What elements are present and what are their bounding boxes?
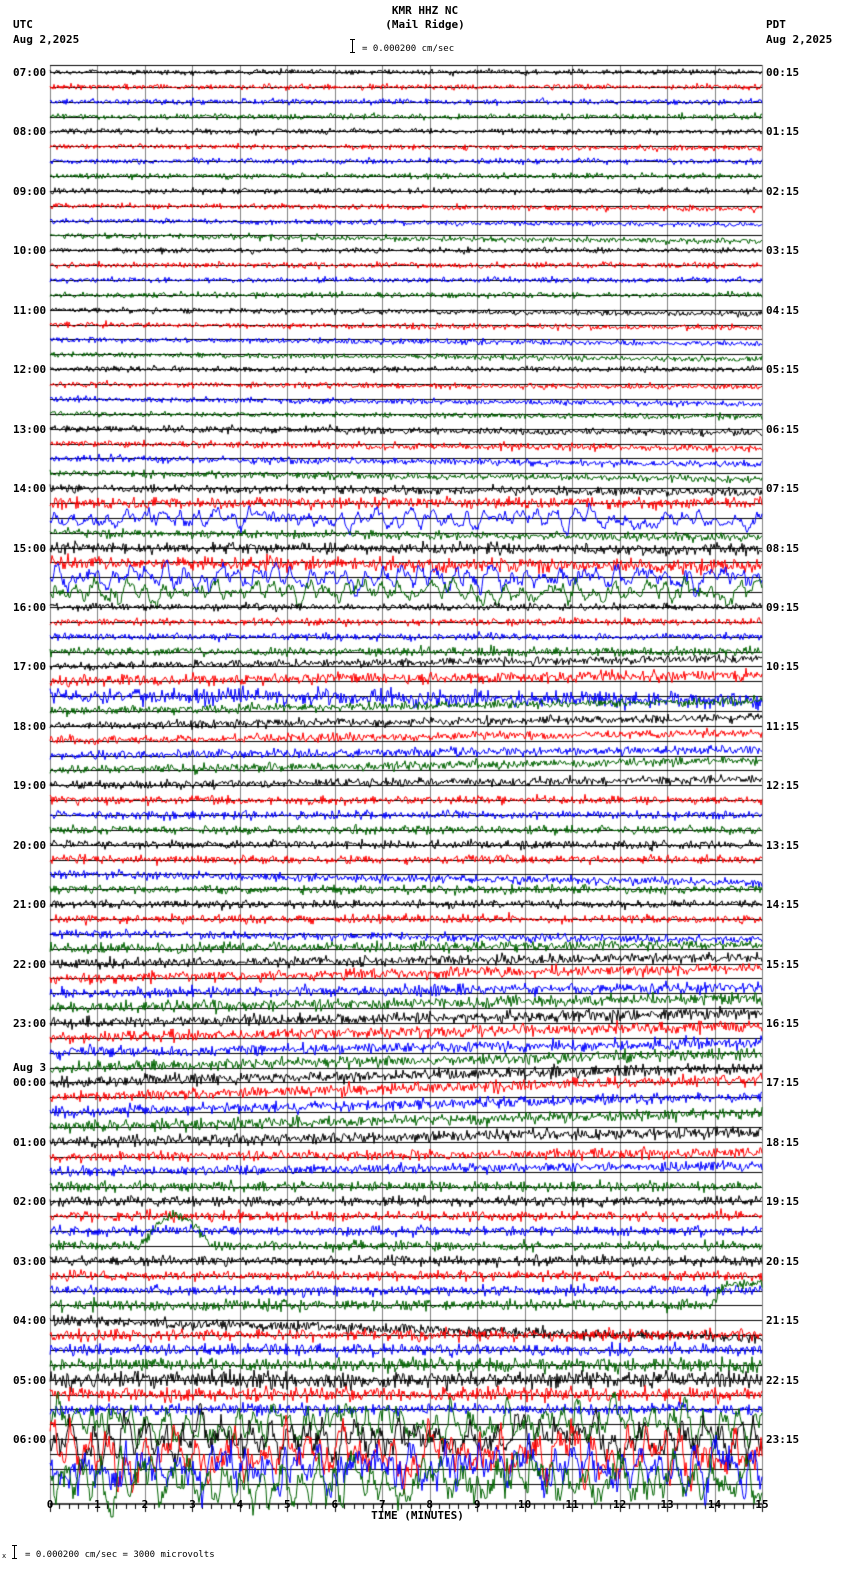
utc-hour-label: 00:00: [13, 1076, 47, 1090]
pdt-hour-label: 04:15: [766, 303, 800, 317]
pdt-hour-label: 20:15: [766, 1254, 800, 1268]
x-tick-label: 5: [284, 1498, 291, 1511]
utc-hour-label: 04:00: [13, 1314, 47, 1328]
x-tick-label: 6: [331, 1498, 339, 1511]
pdt-hour-label: 12:15: [766, 779, 800, 793]
utc-hour-label: 12:00: [13, 363, 47, 377]
footer-scale-text: = 0.000200 cm/sec = 3000 microvolts: [25, 1550, 215, 1560]
x-tick-label: 11: [565, 1498, 579, 1511]
x-tick-label: 8: [426, 1498, 434, 1511]
utc-hour-label: 09:00: [13, 184, 47, 198]
x-tick-label: 13: [660, 1498, 674, 1511]
utc-hour-label: 21:00: [13, 898, 47, 912]
pdt-hour-label: 08:15: [766, 541, 800, 555]
pdt-hour-label: 01:15: [766, 125, 800, 139]
utc-hour-label: 07:00: [13, 66, 47, 79]
utc-hour-label: 08:00: [13, 125, 47, 139]
footer-scale-bar-icon: [12, 1545, 17, 1559]
utc-hour-label: 22:00: [13, 957, 47, 971]
pdt-hour-label: 14:15: [766, 898, 800, 912]
x-axis-label: TIME (MINUTES): [371, 1509, 464, 1522]
x-tick-label: 10: [518, 1498, 532, 1511]
date-change-label: Aug 3: [13, 1061, 47, 1075]
utc-hour-label: 23:00: [13, 1017, 47, 1031]
x-tick-label: 12: [612, 1498, 627, 1511]
x-tick-label: 9: [473, 1498, 481, 1511]
pdt-hour-label: 10:15: [766, 660, 800, 674]
utc-hour-label: 19:00: [13, 779, 47, 793]
utc-hour-label: 14:00: [13, 482, 47, 496]
pdt-hour-label: 21:15: [766, 1314, 800, 1328]
x-tick-label: 15: [755, 1498, 769, 1511]
x-tick-label: 7: [378, 1498, 386, 1511]
pdt-hour-label: 00:15: [766, 66, 800, 79]
x-tick-label: 4: [236, 1498, 244, 1511]
utc-hour-label: 13:00: [13, 422, 47, 436]
pdt-hour-label: 23:15: [766, 1433, 800, 1447]
utc-hour-label: 11:00: [13, 303, 47, 317]
utc-hour-label: 10:00: [13, 244, 47, 258]
pdt-hour-label: 18:15: [766, 1135, 800, 1149]
pdt-hour-label: 11:15: [766, 719, 800, 733]
x-tick-label: 1: [94, 1498, 101, 1511]
pdt-hour-label: 09:15: [766, 600, 800, 614]
pdt-hour-label: 15:15: [766, 957, 800, 971]
utc-hour-label: 16:00: [13, 600, 47, 614]
pdt-hour-label: 17:15: [766, 1076, 800, 1090]
utc-hour-label: 15:00: [13, 541, 47, 555]
pdt-hour-label: 05:15: [766, 363, 800, 377]
pdt-hour-label: 22:15: [766, 1373, 800, 1387]
utc-hour-label: 03:00: [13, 1254, 47, 1268]
x-tick-label: 14: [707, 1498, 722, 1511]
pdt-hour-label: 02:15: [766, 184, 800, 198]
pdt-hour-label: 16:15: [766, 1017, 800, 1031]
utc-hour-label: 02:00: [13, 1195, 47, 1209]
x-tick-label: 2: [141, 1498, 149, 1511]
pdt-hour-label: 13:15: [766, 838, 800, 852]
utc-hour-label: 06:00: [13, 1433, 47, 1447]
utc-hour-label: 17:00: [13, 660, 47, 674]
pdt-hour-label: 03:15: [766, 244, 800, 258]
utc-hour-label: 01:00: [13, 1135, 47, 1149]
x-tick-label: 3: [189, 1498, 196, 1511]
utc-hour-label: 05:00: [13, 1373, 47, 1387]
utc-hour-label: 18:00: [13, 719, 47, 733]
footer-prefix: x: [2, 1552, 7, 1560]
pdt-hour-label: 19:15: [766, 1195, 800, 1209]
utc-hour-label: 20:00: [13, 838, 47, 852]
pdt-hour-label: 07:15: [766, 482, 800, 496]
pdt-hour-label: 06:15: [766, 422, 800, 436]
x-tick-label: 0: [46, 1498, 54, 1511]
